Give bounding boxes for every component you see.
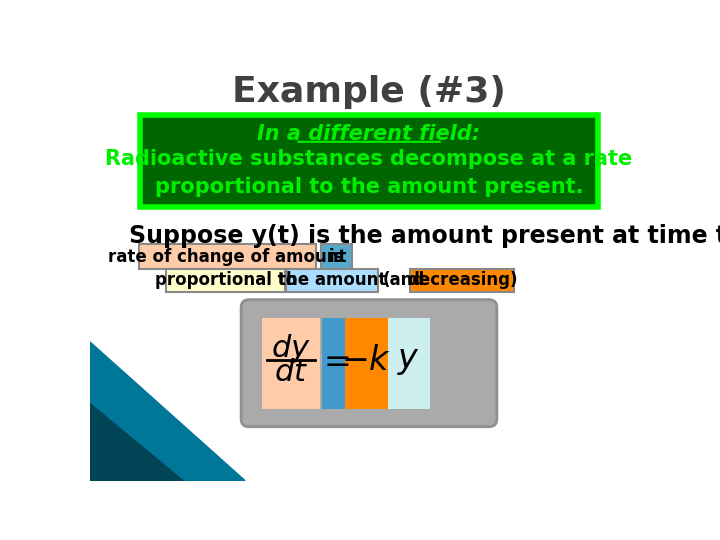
FancyBboxPatch shape bbox=[262, 318, 320, 409]
Text: rate of change of amount: rate of change of amount bbox=[108, 247, 346, 266]
Text: $=$: $=$ bbox=[317, 344, 350, 377]
FancyBboxPatch shape bbox=[140, 115, 598, 207]
Text: the amount: the amount bbox=[278, 272, 386, 289]
Text: Radioactive substances decompose at a rate
proportional to the amount present.: Radioactive substances decompose at a ra… bbox=[105, 148, 633, 197]
FancyBboxPatch shape bbox=[345, 318, 387, 409]
Text: $y$: $y$ bbox=[397, 344, 420, 377]
Text: $-k$: $-k$ bbox=[341, 344, 391, 377]
FancyBboxPatch shape bbox=[241, 300, 497, 427]
FancyBboxPatch shape bbox=[321, 244, 352, 269]
FancyBboxPatch shape bbox=[166, 269, 285, 292]
Text: In a different field:: In a different field: bbox=[258, 124, 480, 144]
Text: $dy$: $dy$ bbox=[271, 333, 310, 366]
Polygon shape bbox=[90, 342, 245, 481]
Polygon shape bbox=[90, 403, 183, 481]
FancyBboxPatch shape bbox=[139, 244, 316, 269]
Text: Suppose y(t) is the amount present at time t.: Suppose y(t) is the amount present at ti… bbox=[129, 224, 720, 248]
Text: Example (#3): Example (#3) bbox=[232, 75, 506, 109]
Text: proportional to: proportional to bbox=[155, 272, 297, 289]
Text: decreasing): decreasing) bbox=[407, 272, 517, 289]
Text: (and: (and bbox=[382, 272, 424, 289]
FancyBboxPatch shape bbox=[322, 318, 345, 409]
FancyBboxPatch shape bbox=[410, 269, 514, 292]
FancyBboxPatch shape bbox=[387, 318, 431, 409]
Text: is: is bbox=[329, 247, 344, 266]
Text: $dt$: $dt$ bbox=[274, 359, 308, 387]
FancyBboxPatch shape bbox=[286, 269, 378, 292]
